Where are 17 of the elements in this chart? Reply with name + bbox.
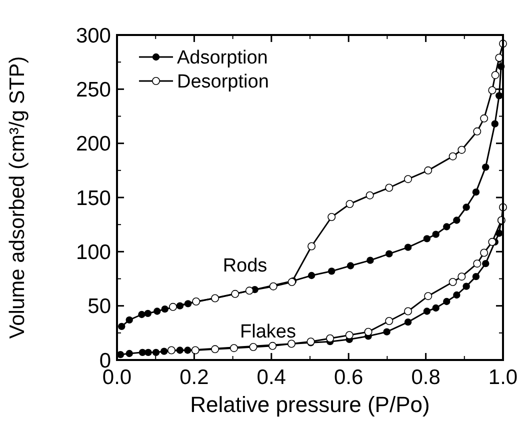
- y-tick-label: 100: [76, 241, 111, 264]
- x-tick-label: 0.2: [180, 366, 209, 389]
- y-tick-label: 250: [76, 78, 111, 102]
- x-axis-title: Relative pressure (P/Po): [190, 392, 430, 417]
- legend-label: Desorption: [177, 72, 269, 93]
- x-tick-label: 0.4: [256, 366, 286, 389]
- x-tick-label: 0.8: [411, 366, 440, 389]
- x-tick-label: 1.0: [488, 366, 518, 389]
- y-tick-label: 200: [76, 132, 111, 156]
- y-tick-label: 150: [76, 186, 111, 210]
- annotation: Rods: [222, 256, 268, 277]
- y-tick-label: 50: [88, 295, 111, 318]
- annotation: Flakes: [240, 322, 296, 343]
- legend-label: Adsorption: [177, 48, 268, 69]
- x-tick-label: 0.6: [334, 366, 364, 389]
- y-axis-title: Volume adsorbed (cm³/g STP): [6, 56, 29, 339]
- y-tick-label: 300: [76, 24, 111, 48]
